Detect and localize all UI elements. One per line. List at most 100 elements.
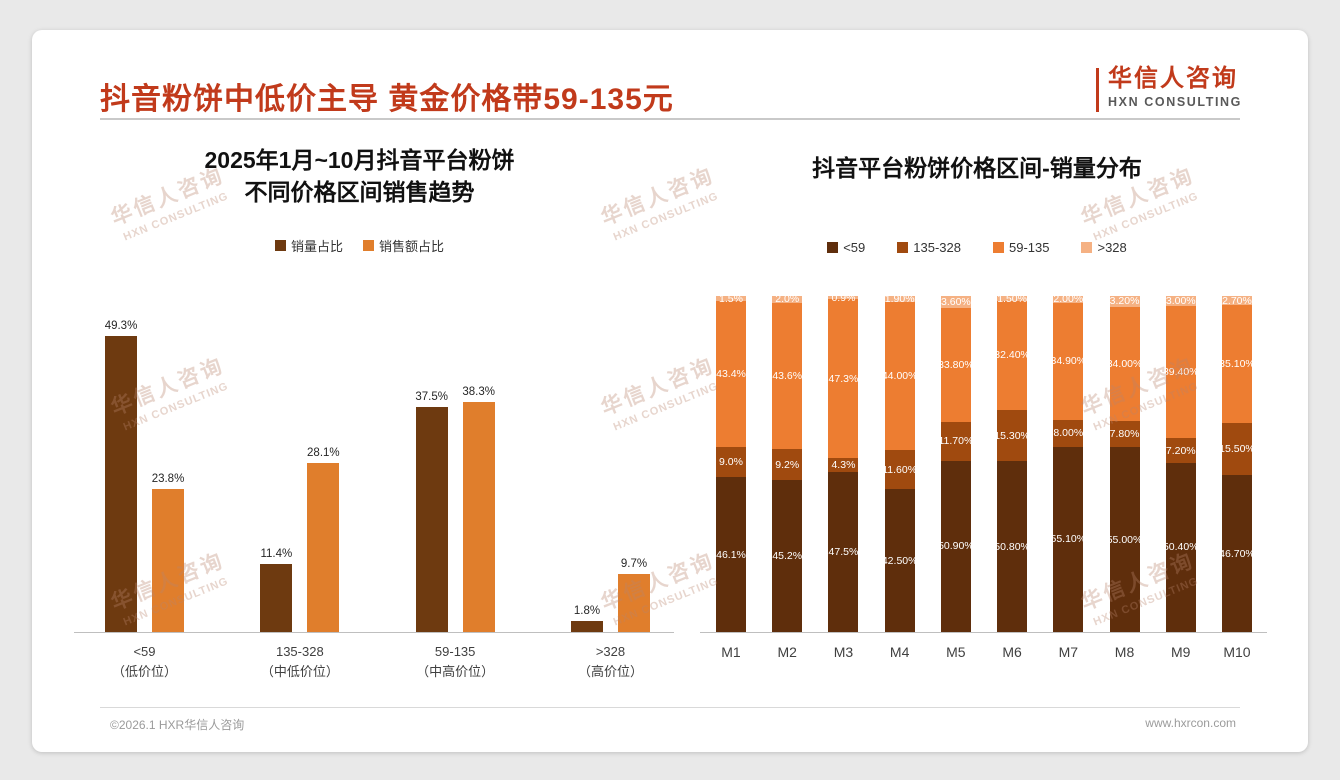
stack-segment: 46.70% (1219, 475, 1255, 632)
stack-segment: 44.00% (881, 302, 918, 451)
left-chart-title-line2: 不同价格区间销售趋势 (244, 179, 475, 206)
stack-segment: 50.90% (938, 460, 974, 632)
bar: 37.5% (415, 391, 448, 632)
bar-value-label: 1.8% (573, 605, 601, 618)
segment-value-label: 35.10% (1219, 358, 1255, 371)
stack-segment: 47.3% (828, 299, 859, 458)
month-label: M3 (833, 644, 854, 660)
segment-value-label: 44.00% (881, 370, 918, 383)
legend-label: 135-328 (913, 240, 961, 255)
bar-value-label: 38.3% (462, 386, 495, 399)
left-chart-title: 2025年1月~10月抖音平台粉饼 不同价格区间销售趋势 (72, 144, 647, 208)
footer-website: www.hxrcon.com (1145, 716, 1236, 730)
bar-group: 37.5% 38.3% 59-135 （中高价位） (415, 332, 495, 679)
stack-segment: 7.20% (1165, 438, 1196, 463)
logo-mark (1096, 68, 1100, 112)
stack-segment: 2.00% (1053, 293, 1084, 305)
stacked-bar-column: 46.1% 9.0% 43.4% 1.5% M1 (714, 292, 748, 660)
stack-segment: 11.70% (938, 421, 974, 461)
category-label: 59-135 （中高价位） (416, 642, 494, 682)
stacked-bar: 55.10% 8.00% 34.90% 2.00% (1051, 293, 1086, 632)
segment-value-label: 15.50% (1219, 443, 1255, 456)
legend-swatch (363, 240, 374, 251)
segment-value-label: 11.70% (938, 435, 974, 448)
segment-value-label: 34.00% (1106, 357, 1143, 370)
stack-segment: 35.10% (1219, 305, 1255, 424)
month-label: M6 (1002, 644, 1022, 660)
stack-segment: 4.3% (828, 457, 859, 473)
stack-segment: 46.1% (716, 477, 746, 632)
legend-label: 销量占比 (290, 239, 343, 254)
category-label: >328 （高价位） (578, 642, 643, 682)
footer-divider (100, 707, 1240, 708)
category-name: 135-328 (275, 644, 324, 659)
stacked-bar: 50.80% 15.30% 32.40% 1.50% (994, 293, 1030, 632)
segment-value-label: 46.1% (716, 548, 746, 561)
segment-value-label: 3.60% (940, 296, 971, 309)
segment-value-label: 50.80% (994, 540, 1030, 553)
footer-copyright: ©2026.1 HXR华信人咨询 (110, 718, 245, 732)
stacked-bar: 55.00% 7.80% 34.00% 3.20% (1106, 295, 1143, 632)
month-label: M5 (946, 644, 966, 660)
stack-segment: 43.4% (716, 301, 746, 447)
legend-swatch (1081, 242, 1093, 253)
bar-value-label: 23.8% (151, 473, 185, 486)
month-label: M2 (777, 644, 797, 660)
segment-value-label: 11.60% (882, 463, 918, 476)
legend-item: 135-328 (897, 240, 961, 255)
stack-segment: 1.50% (997, 293, 1028, 305)
stack-segment: 47.5% (828, 472, 859, 632)
legend-label: >328 (1097, 240, 1127, 255)
bar: 23.8% (152, 473, 184, 632)
stack-segment: 32.40% (994, 301, 1030, 410)
stack-segment: 2.0% (772, 293, 803, 305)
segment-value-label: 34.90% (1050, 355, 1087, 368)
right-chart-plot: 46.1% 9.0% 43.4% 1.5% M1 45.2% 9.2% 43.6% 2.0% M2… (700, 292, 1267, 660)
stack-segment: 2.70% (1221, 295, 1252, 307)
stack-segment: 43.6% (772, 302, 803, 450)
segment-value-label: 46.70% (1219, 547, 1255, 560)
legend-label: 59-135 (1009, 240, 1050, 255)
stacked-bar: 50.90% 11.70% 33.80% 3.60% (938, 296, 974, 632)
stacked-bar-column: 45.2% 9.2% 43.6% 2.0% M2 (770, 293, 804, 660)
stacked-bar-column: 50.40% 7.20% 39.40% 3.00% M9 (1162, 295, 1199, 660)
stacked-bar-column: 42.50% 11.60% 44.00% 1.90% M4 (881, 293, 918, 660)
segment-value-label: 1.90% (884, 293, 915, 306)
month-label: M8 (1114, 644, 1135, 660)
category-name: 59-135 (434, 644, 476, 659)
stack-segment: 34.90% (1051, 302, 1086, 420)
segment-value-label: 3.20% (1109, 295, 1140, 308)
category-label: 135-328 （中低价位） (261, 642, 339, 682)
month-label: M7 (1058, 644, 1079, 660)
segment-value-label: 1.5% (719, 292, 743, 305)
stacked-bar: 45.2% 9.2% 43.6% 2.0% (772, 293, 803, 632)
segment-value-label: 4.3% (831, 459, 856, 472)
stack-segment: 8.00% (1053, 420, 1084, 447)
segment-value-label: 45.2% (772, 550, 803, 563)
company-logo: 华信人咨询 HXN CONSULTING (1096, 65, 1242, 112)
bar-group: 49.3% 23.8% <59 （低价位） (105, 320, 185, 679)
title-divider (100, 118, 1240, 120)
stacked-bar: 46.70% 15.50% 35.10% 2.70% (1219, 295, 1255, 632)
stack-segment: 45.2% (772, 480, 803, 632)
bar-value-label: 28.1% (307, 447, 340, 460)
category-subname: （高价位） (577, 664, 643, 680)
segment-value-label: 50.40% (1162, 541, 1199, 554)
legend-swatch (993, 242, 1004, 253)
left-chart-plot: 49.3% 23.8% <59 （低价位） 11.4% 28.1% 135-328 （中低价位… (74, 320, 674, 679)
stack-segment: 34.00% (1106, 306, 1143, 421)
segment-value-label: 8.00% (1053, 427, 1084, 440)
month-label: M9 (1171, 644, 1191, 660)
stacked-bar-column: 55.00% 7.80% 34.00% 3.20% M8 (1106, 295, 1143, 660)
right-chart-legend: <59 135-328 59-135 >328 (692, 240, 1262, 255)
right-chart-title: 抖音平台粉饼价格区间-销量分布 (812, 155, 1142, 181)
legend-item: 59-135 (993, 240, 1049, 255)
segment-value-label: 7.80% (1109, 428, 1140, 441)
category-subname: （中高价位） (416, 664, 495, 680)
stack-segment: 11.60% (882, 450, 918, 490)
segment-value-label: 43.4% (716, 367, 746, 380)
bar-value-label: 37.5% (415, 391, 448, 403)
bar-value-label: 11.4% (260, 547, 293, 560)
legend-swatch (274, 240, 286, 251)
stack-segment: 7.80% (1109, 421, 1140, 448)
